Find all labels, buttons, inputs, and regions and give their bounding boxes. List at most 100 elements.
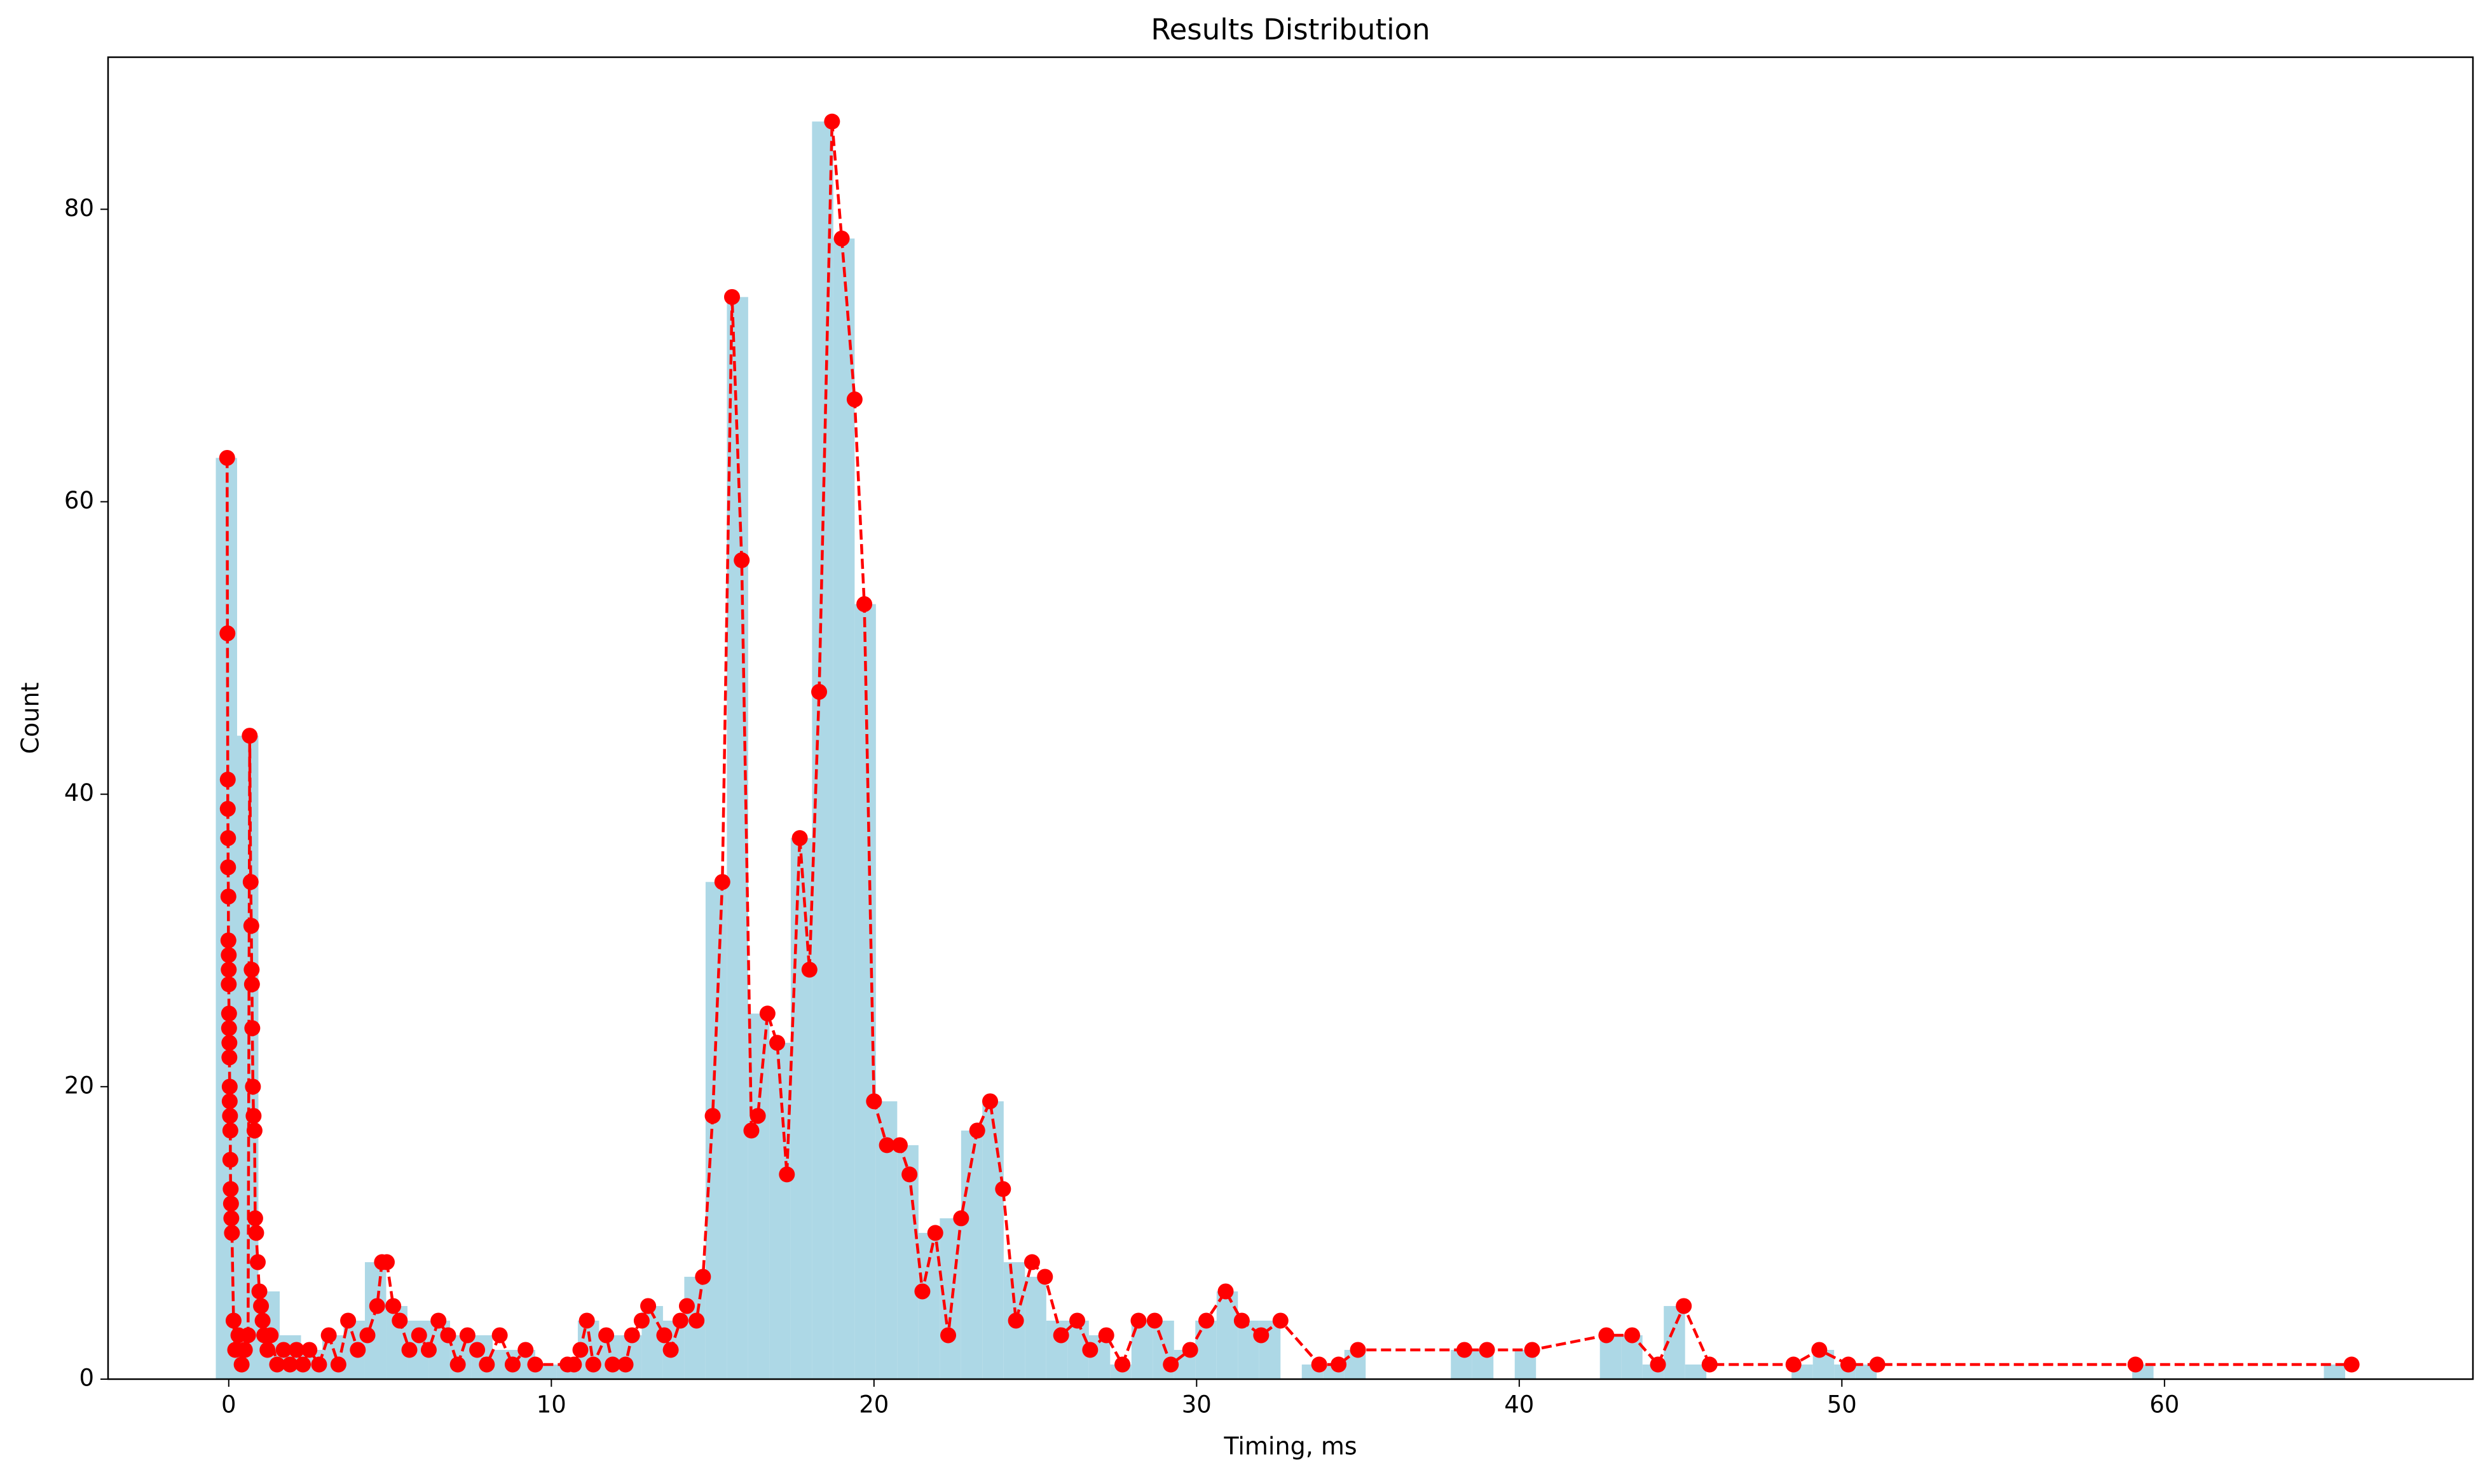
line-marker (1479, 1342, 1495, 1358)
line-marker (236, 1342, 253, 1358)
line-marker (301, 1342, 318, 1358)
histogram-bar (748, 1013, 770, 1379)
line-marker (219, 449, 235, 466)
line-marker (769, 1035, 786, 1051)
line-marker (224, 1225, 240, 1241)
line-marker (940, 1327, 957, 1344)
line-marker (1598, 1327, 1615, 1344)
line-marker (411, 1327, 427, 1344)
line-marker (220, 859, 236, 876)
histogram-bar (1216, 1291, 1238, 1379)
line-marker (221, 1049, 238, 1066)
line-marker (259, 1342, 276, 1358)
chart-title: Results Distribution (1151, 13, 1430, 46)
line-marker (248, 1225, 264, 1241)
line-marker (598, 1327, 615, 1344)
line-marker (240, 1327, 256, 1344)
line-marker (633, 1312, 650, 1329)
line-marker (846, 391, 863, 407)
line-marker (724, 289, 741, 305)
line-marker (891, 1137, 908, 1154)
line-marker (1037, 1269, 1053, 1285)
line-marker (459, 1327, 476, 1344)
line-marker (221, 1035, 238, 1051)
line-marker (245, 1079, 261, 1095)
line-marker (245, 1108, 262, 1124)
histogram-bar (705, 882, 727, 1379)
line-marker (243, 962, 260, 978)
y-tick-label: 20 (64, 1072, 94, 1099)
line-marker (295, 1356, 312, 1373)
line-marker (1701, 1356, 1718, 1373)
line-marker (624, 1327, 640, 1344)
y-tick-label: 0 (79, 1365, 94, 1392)
line-marker (253, 1298, 270, 1314)
line-marker (392, 1312, 408, 1329)
line-marker (572, 1342, 589, 1358)
line-marker (1182, 1342, 1198, 1358)
line-marker (378, 1254, 395, 1270)
line-marker (246, 1122, 263, 1139)
line-marker (1008, 1312, 1024, 1329)
histogram-bar (1685, 1364, 1707, 1379)
line-marker (1069, 1312, 1086, 1329)
line-marker (282, 1356, 298, 1373)
histogram-bar (790, 838, 812, 1379)
histogram-bar (2324, 1364, 2346, 1379)
line-marker (222, 1108, 238, 1124)
histogram-bar (769, 1042, 791, 1379)
line-marker (578, 1312, 595, 1329)
line-marker (672, 1312, 688, 1329)
line-marker (244, 1020, 261, 1037)
line-marker (219, 772, 236, 788)
line-marker (688, 1312, 705, 1329)
line-marker (866, 1093, 882, 1110)
line-marker (791, 830, 808, 847)
line-marker (242, 728, 258, 744)
line-marker (743, 1122, 760, 1139)
line-marker (243, 976, 260, 993)
line-marker (734, 552, 750, 569)
line-marker (359, 1327, 376, 1344)
line-marker (1053, 1327, 1069, 1344)
line-marker (779, 1166, 795, 1183)
histogram-bar (833, 238, 855, 1380)
y-tick-label: 80 (64, 194, 94, 222)
line-marker (678, 1298, 695, 1314)
line-marker (275, 1342, 292, 1358)
line-marker (879, 1137, 895, 1154)
line-marker (1811, 1342, 1828, 1358)
line-marker (220, 830, 236, 847)
line-marker (640, 1298, 657, 1314)
line-marker (824, 113, 840, 130)
line-marker (1114, 1356, 1131, 1373)
line-marker (995, 1181, 1011, 1197)
line-marker (288, 1342, 305, 1358)
line-marker (585, 1356, 601, 1373)
line-marker (504, 1356, 521, 1373)
line-marker (249, 1254, 266, 1270)
line-marker (714, 874, 730, 890)
x-tick-label: 60 (2149, 1391, 2179, 1419)
line-marker (220, 888, 236, 905)
plot-frame (107, 56, 2474, 1380)
line-marker (221, 1020, 237, 1037)
line-marker (1217, 1283, 1234, 1300)
line-marker (1785, 1356, 1802, 1373)
x-tick-label: 50 (1827, 1391, 1857, 1419)
histogram-bar (940, 1218, 961, 1379)
line-marker (759, 1005, 776, 1022)
line-marker (449, 1356, 466, 1373)
line-marker (221, 1005, 237, 1022)
line-marker (220, 932, 236, 949)
line-marker (1130, 1312, 1147, 1329)
x-tick-label: 20 (859, 1391, 889, 1419)
histogram-bar (1195, 1320, 1217, 1379)
line-marker (222, 1122, 238, 1139)
line-marker (223, 1210, 240, 1227)
line-marker (225, 1312, 242, 1329)
line-series (226, 121, 2352, 1370)
line-marker (221, 947, 237, 963)
line-marker (242, 874, 259, 890)
